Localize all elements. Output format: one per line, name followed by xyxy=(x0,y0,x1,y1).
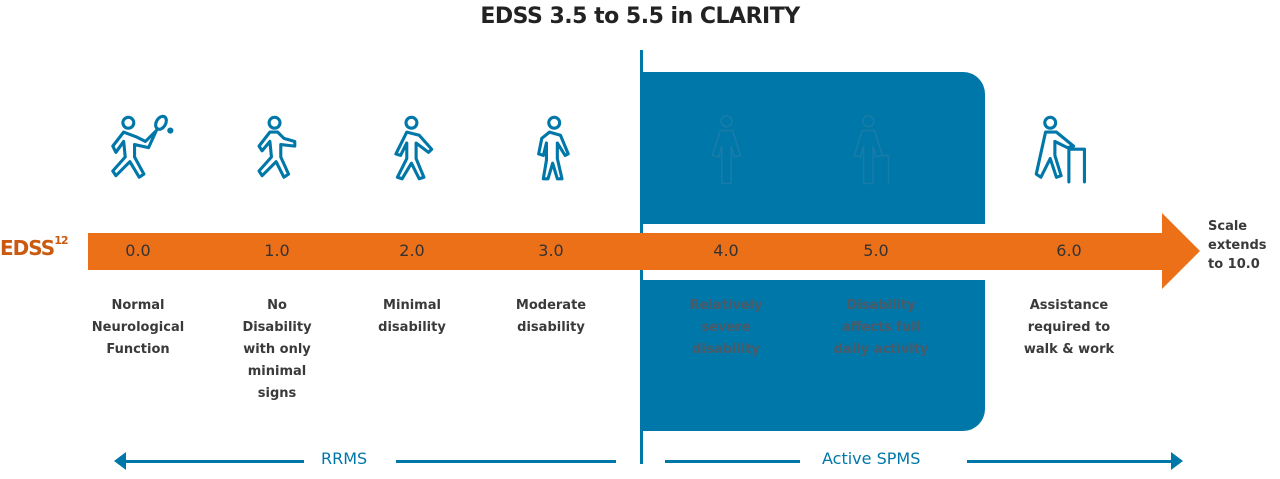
desc-6: Assistance required to walk & work xyxy=(1023,298,1115,357)
scale-extends-note: Scale extends to 10.0 xyxy=(1208,219,1267,272)
desc-0: Normal Neurological Function xyxy=(91,298,185,357)
desc-3: Moderate disability xyxy=(515,298,587,335)
rrms-label: RRMS xyxy=(321,449,368,468)
person-with-walker-icon xyxy=(1034,115,1086,184)
left-arrowhead-icon xyxy=(114,452,126,470)
desc-1: No Disability with only minimal signs xyxy=(242,298,312,401)
active-spms-label: Active SPMS xyxy=(822,449,921,468)
desc-2: Minimal disability xyxy=(378,298,446,335)
scale-arrowhead xyxy=(1162,213,1200,289)
edss-scale-bar xyxy=(88,233,1163,270)
desc-5: Disability affects full daily activity xyxy=(833,298,929,357)
limping-person-icon xyxy=(537,115,570,181)
desc-4: Relatively severe disability xyxy=(689,298,763,357)
spms-phase-arrow: Active SPMS xyxy=(665,447,1185,475)
running-person-icon xyxy=(257,115,297,179)
tick-6: 6.0 xyxy=(1056,241,1082,260)
tick-1: 1.0 xyxy=(264,241,290,260)
rrms-phase-arrow: RRMS xyxy=(114,447,620,475)
tick-5: 5.0 xyxy=(863,241,889,260)
tick-2: 2.0 xyxy=(399,241,425,260)
edss-axis-label: EDSS12 xyxy=(0,234,69,260)
right-arrowhead-icon xyxy=(1171,452,1183,470)
walking-person-icon xyxy=(394,115,434,181)
chart-title: EDSS 3.5 to 5.5 in CLARITY xyxy=(480,4,800,29)
tick-0: 0.0 xyxy=(125,241,151,260)
standing-person-icon xyxy=(711,115,742,185)
tick-3: 3.0 xyxy=(538,241,564,260)
tennis-player-icon xyxy=(111,114,174,179)
tick-4: 4.0 xyxy=(713,241,739,260)
person-with-cane-icon xyxy=(853,115,890,185)
